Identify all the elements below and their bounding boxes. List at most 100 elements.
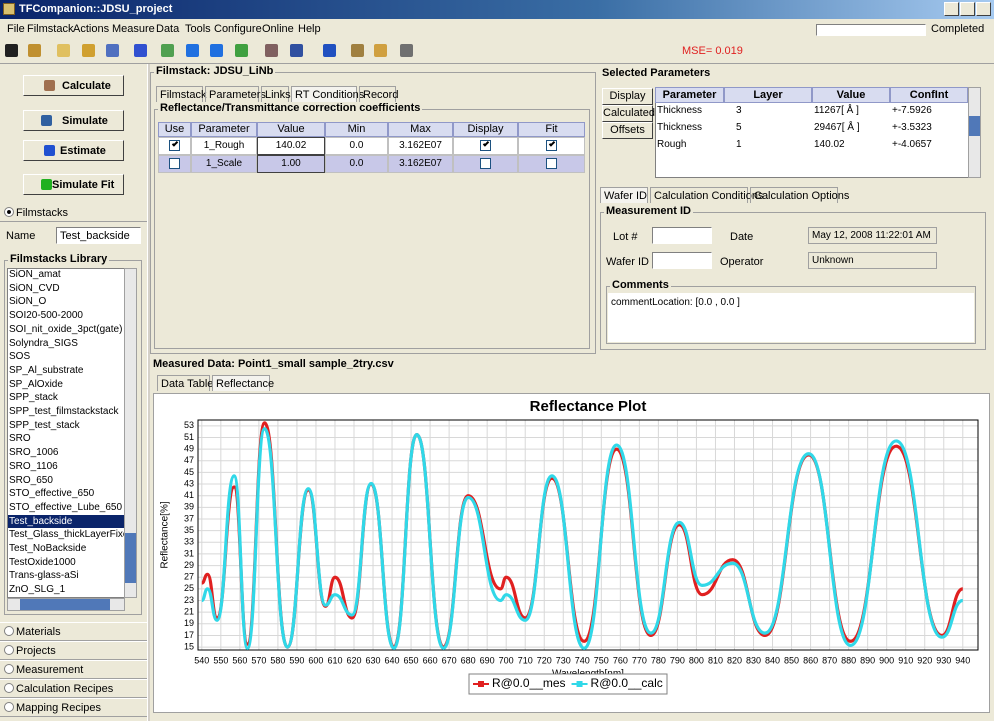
- library-item[interactable]: SiON_amat: [9, 269, 61, 280]
- checkbox[interactable]: [168, 140, 180, 151]
- library-item[interactable]: STO_effective_650: [9, 488, 95, 500]
- library-item[interactable]: SRO_1106: [9, 460, 58, 472]
- menu-item[interactable]: File: [7, 23, 25, 35]
- library-item[interactable]: SiON_CVD: [9, 282, 60, 294]
- library-item[interactable]: Test_NoBackside: [9, 543, 87, 554]
- checkbox[interactable]: [479, 158, 491, 169]
- toolbar-button[interactable]: [57, 44, 70, 57]
- toolbar-button[interactable]: [400, 44, 413, 57]
- comments-group: [606, 286, 976, 344]
- tab[interactable]: Calculation Conditions: [650, 187, 763, 203]
- toolbar-button[interactable]: [106, 44, 119, 57]
- tab[interactable]: Calculation Options: [750, 187, 849, 203]
- library-item[interactable]: ZnO_SLG_1: [9, 584, 66, 596]
- chart-title: Reflectance Plot: [530, 398, 647, 415]
- menu-item[interactable]: Actions: [73, 23, 110, 35]
- y-tick-label: 25: [184, 583, 194, 593]
- toolbar-button[interactable]: [265, 44, 278, 57]
- table-cell[interactable]: 0.0: [325, 137, 388, 155]
- name-field[interactable]: Test_backside: [56, 227, 141, 244]
- toolbar-button[interactable]: [28, 44, 41, 57]
- toolbar-button[interactable]: [5, 44, 18, 57]
- toolbar-button[interactable]: [374, 44, 387, 57]
- table-cell[interactable]: 1.00: [257, 155, 325, 173]
- menu-item[interactable]: Configure: [214, 23, 262, 35]
- library-item[interactable]: Solyndra_SIGS: [9, 337, 78, 349]
- toolbar-button[interactable]: [290, 44, 303, 57]
- tab[interactable]: Wafer ID: [600, 187, 648, 203]
- library-item[interactable]: SiON_O: [9, 296, 47, 308]
- tab[interactable]: Links: [261, 86, 291, 102]
- side-button[interactable]: Calculated: [602, 105, 655, 122]
- library-item[interactable]: Test_Glass_thickLayerFixed: [9, 529, 135, 541]
- checkbox[interactable]: [479, 140, 491, 151]
- menu-item[interactable]: Data: [156, 23, 180, 35]
- table-cell[interactable]: 0.0: [325, 155, 388, 173]
- checkbox[interactable]: [168, 158, 180, 169]
- menu-item[interactable]: Tools: [185, 23, 211, 35]
- filmstacks-label: Filmstacks: [16, 207, 68, 219]
- wafer-field[interactable]: [652, 252, 712, 269]
- tab[interactable]: Reflectance: [212, 375, 274, 391]
- action-button[interactable]: Simulate: [23, 110, 124, 131]
- table-cell[interactable]: 3.162E07: [388, 137, 453, 155]
- action-button[interactable]: Simulate Fit: [23, 174, 124, 195]
- toolbar-button[interactable]: [161, 44, 174, 57]
- library-item[interactable]: Trans-glass-aSi: [9, 570, 79, 582]
- toolbar-button[interactable]: [210, 44, 223, 57]
- nav-tab[interactable]: [0, 622, 147, 641]
- checkbox[interactable]: [545, 140, 557, 151]
- checkbox[interactable]: [545, 158, 557, 169]
- close-button[interactable]: [976, 2, 991, 16]
- nav-tab[interactable]: [0, 660, 147, 679]
- close-panel-button[interactable]: [970, 41, 984, 57]
- filmstacks-tab[interactable]: [0, 203, 147, 222]
- plot-frame: [197, 419, 979, 651]
- library-item[interactable]: SPP_stack: [9, 392, 58, 404]
- tab[interactable]: Parameters: [205, 86, 266, 102]
- nav-tab[interactable]: [0, 698, 147, 717]
- side-button[interactable]: Display: [602, 88, 653, 105]
- library-item[interactable]: STO_effective_Lube_650: [9, 501, 123, 513]
- menu-item[interactable]: Help: [298, 23, 321, 35]
- nav-tab[interactable]: [0, 641, 147, 660]
- library-item[interactable]: SRO_1006: [9, 447, 59, 459]
- menu-item[interactable]: Online: [262, 23, 294, 35]
- library-item[interactable]: SRO: [9, 433, 31, 445]
- table-cell[interactable]: 3.162E07: [388, 155, 453, 173]
- side-button[interactable]: Offsets: [602, 122, 653, 139]
- minimize-button[interactable]: [944, 2, 959, 16]
- toolbar-button[interactable]: [351, 44, 364, 57]
- lot-field[interactable]: [652, 227, 712, 244]
- app-icon: [3, 3, 15, 15]
- toolbar-button[interactable]: [134, 44, 147, 57]
- action-button[interactable]: Calculate: [23, 75, 124, 96]
- nav-tab[interactable]: [0, 679, 147, 698]
- library-item[interactable]: SP_Al_substrate: [9, 364, 84, 376]
- library-item[interactable]: SOI20-500-2000: [9, 310, 83, 322]
- measurement-group-title: Measurement ID: [604, 205, 693, 217]
- maximize-button[interactable]: [960, 2, 975, 16]
- library-item[interactable]: SPP_test_stack: [9, 419, 80, 431]
- library-item[interactable]: Test_backside: [8, 514, 124, 529]
- tab[interactable]: Filmstack: [156, 86, 206, 102]
- library-item[interactable]: SP_AlOxide: [9, 378, 63, 390]
- table-cell[interactable]: 1_Rough: [191, 137, 257, 155]
- tab[interactable]: Record: [359, 86, 398, 102]
- toolbar-button[interactable]: [235, 44, 248, 57]
- action-button[interactable]: Estimate: [23, 140, 124, 161]
- toolbar-button[interactable]: [323, 44, 336, 57]
- tab[interactable]: Data Table: [157, 375, 213, 391]
- toolbar-button[interactable]: [186, 44, 199, 57]
- menu-item[interactable]: Measure: [112, 23, 155, 35]
- table-cell[interactable]: 140.02: [257, 137, 325, 155]
- toolbar-button[interactable]: [82, 44, 95, 57]
- library-item[interactable]: TestOxide1000: [9, 556, 76, 568]
- library-item[interactable]: SOS: [9, 351, 31, 363]
- library-item[interactable]: SOI_nit_oxide_3pct(gate): [9, 323, 123, 335]
- library-item[interactable]: SRO_650: [9, 474, 53, 486]
- library-item[interactable]: SPP_test_filmstackstack: [9, 406, 119, 417]
- table-cell[interactable]: 1_Scale: [191, 155, 257, 173]
- menu-item[interactable]: Filmstack: [27, 23, 74, 35]
- tab[interactable]: RT Conditions: [291, 86, 364, 102]
